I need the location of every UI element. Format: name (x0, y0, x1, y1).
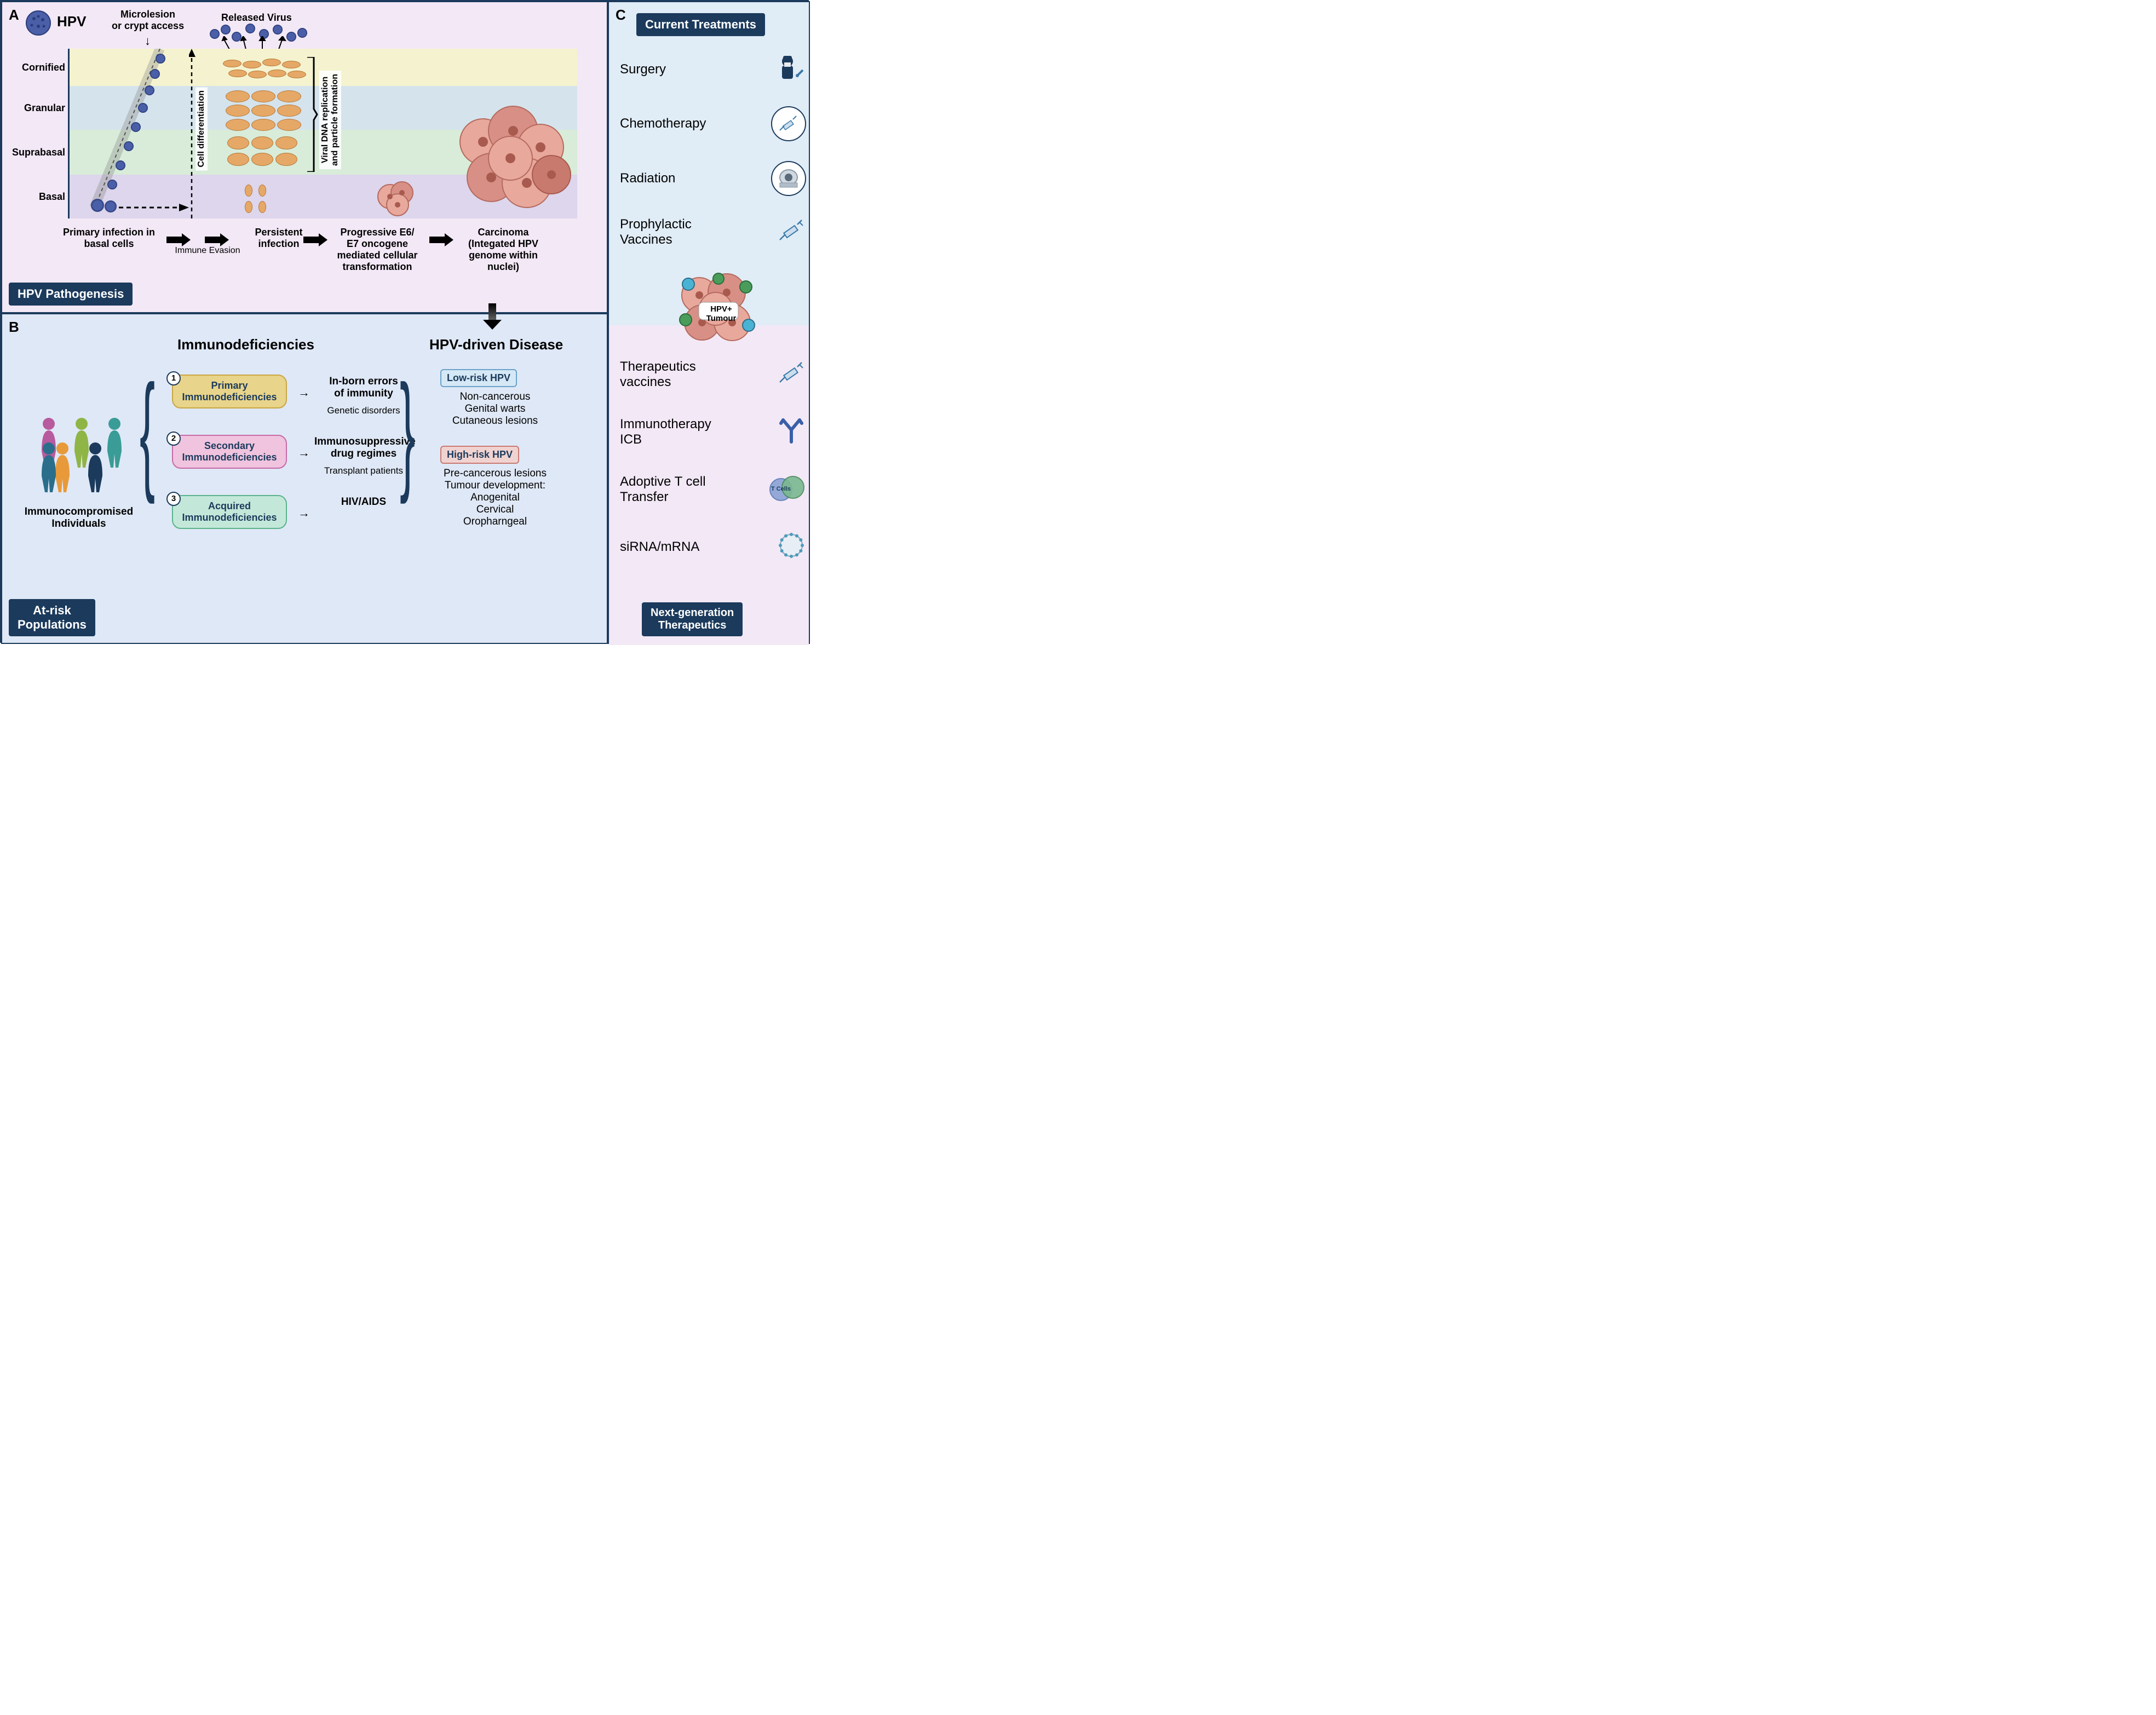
high-risk-item: Pre-cancerous lesions (435, 468, 555, 480)
basal-spread-arrow-icon (119, 202, 190, 213)
epithelium-diagram: Cell differentiation (68, 49, 577, 218)
treatment-label: Therapeutics vaccines (620, 359, 696, 390)
immunodeficiency-pill: Primary Immunodeficiencies (172, 375, 287, 408)
treatment-row: Surgery (620, 51, 806, 87)
syringe-icon (771, 106, 806, 141)
low-risk-item: Non-cancerous (440, 391, 550, 403)
treatment-label: Chemotherapy (620, 116, 706, 131)
treatment-row: Chemotherapy (620, 106, 806, 141)
treatment-row: Immunotherapy ICB (620, 416, 806, 448)
high-risk-item: Oropharngeal (435, 516, 555, 528)
layer-label: Granular (5, 102, 65, 114)
high-risk-pill: High-risk HPV (440, 446, 519, 464)
panel-a: A HPV Microlesion or crypt access ↓ Rele… (1, 1, 608, 313)
svg-text:T Cells: T Cells (771, 486, 791, 492)
flow-stage-label: Progressive E6/ E7 oncogene mediated cel… (331, 227, 424, 273)
treatment-label: Adoptive T cell Transfer (620, 474, 706, 505)
large-tumor-icon (453, 103, 579, 218)
immunodeficiency-sub: Transplant patients (314, 465, 413, 476)
tcells-icon: T Cells (768, 473, 806, 505)
immunodeficiencies-header: Immunodeficiencies (177, 336, 314, 353)
panel-a-title: HPV Pathogenesis (9, 283, 133, 306)
down-arrow-a-to-b-icon (479, 303, 506, 331)
immunodeficiency-pill: Secondary Immunodeficiencies (172, 435, 287, 469)
down-arrow-icon: ↓ (145, 34, 151, 48)
treatment-row: Radiation (620, 161, 806, 196)
low-risk-item: Cutaneous lesions (440, 415, 550, 427)
syringe2-icon (777, 358, 806, 390)
hpv-label: HPV (57, 13, 86, 30)
left-brace-icon: { (140, 372, 155, 490)
panel-b-letter: B (9, 319, 19, 336)
treatment-row: Adoptive T cell Transfer T Cells (620, 473, 806, 505)
flow-arrow-icon (303, 233, 327, 249)
flow-stage-label: Primary infection in basal cells (62, 227, 156, 250)
high-risk-item: Tumour development: (435, 480, 555, 492)
layer-label: Basal (5, 191, 65, 203)
type-number: 1 (166, 371, 181, 385)
viral-replication-label: Viral DNA replication and particle forma… (319, 71, 341, 169)
hpv-disease-header: HPV-driven Disease (429, 336, 563, 353)
cell-differentiation-label: Cell differentiation (196, 87, 208, 170)
treatment-row: Prophylactic Vaccines (620, 216, 806, 248)
antibody-icon (777, 416, 806, 448)
immunodeficiency-result: In-born errors of immunity (314, 376, 413, 400)
immunodeficiency-sub: Genetic disorders (314, 405, 413, 416)
arrow-icon: → (298, 506, 310, 520)
treatment-label: siRNA/mRNA (620, 539, 699, 555)
right-brace-icon: } (400, 372, 415, 490)
low-risk-item: Genital warts (440, 403, 550, 415)
type-number: 3 (166, 492, 181, 506)
lnp-icon (777, 531, 806, 563)
surgeon-icon (773, 51, 806, 87)
individuals-label: Immunocompromised Individuals (13, 506, 145, 530)
treatment-label: Radiation (620, 171, 675, 186)
flow-arrow-icon (166, 233, 191, 249)
syringe2-icon (777, 216, 806, 248)
people-group-icon (24, 413, 134, 500)
bracket-icon (305, 57, 318, 172)
scanner-icon (771, 161, 806, 196)
small-tumor-icon (373, 177, 423, 221)
arrow-icon: → (298, 446, 310, 460)
flow-arrow-icon (205, 233, 229, 249)
treatment-label: Prophylactic Vaccines (620, 217, 692, 248)
layer-label: Suprabasal (5, 147, 65, 158)
low-risk-pill: Low-risk HPV (440, 369, 517, 387)
microlesion-label: Microlesion or crypt access (112, 9, 184, 32)
immunodeficiency-result: HIV/AIDS (314, 496, 413, 508)
panel-a-letter: A (9, 7, 19, 24)
panel-b-title: At-risk Populations (9, 599, 95, 636)
arrow-icon: → (298, 385, 310, 400)
immunodeficiency-result: Immunosuppressive drug regimes (314, 436, 413, 460)
treatment-row: siRNA/mRNA (620, 531, 806, 563)
panel-c-letter: C (616, 7, 626, 24)
released-virus-label: Released Virus (221, 12, 292, 24)
flow-arrow-icon (429, 233, 453, 249)
panel-b: B Immunodeficiencies HPV-driven Disease … (1, 313, 608, 644)
immunodeficiency-pill: Acquired Immunodeficiencies (172, 495, 287, 529)
hpv-tumor-label: HPV+ Tumour (705, 304, 738, 323)
high-risk-item: Anogenital (435, 492, 555, 504)
hpv-virus-icon (24, 9, 53, 37)
type-number: 2 (166, 431, 181, 446)
next-gen-title: Next-generation Therapeutics (642, 602, 743, 636)
treatment-label: Surgery (620, 62, 666, 77)
treatment-label: Immunotherapy ICB (620, 417, 711, 447)
layer-label: Cornified (5, 62, 65, 73)
treatment-row: Therapeutics vaccines (620, 358, 806, 390)
high-risk-item: Cervical (435, 504, 555, 516)
current-treatments-title: Current Treatments (636, 13, 765, 36)
flow-stage-label: Carcinoma (Integated HPV genome within n… (457, 227, 550, 273)
panel-c: C Current Treatments Surgery Chemotherapy… (608, 1, 810, 644)
